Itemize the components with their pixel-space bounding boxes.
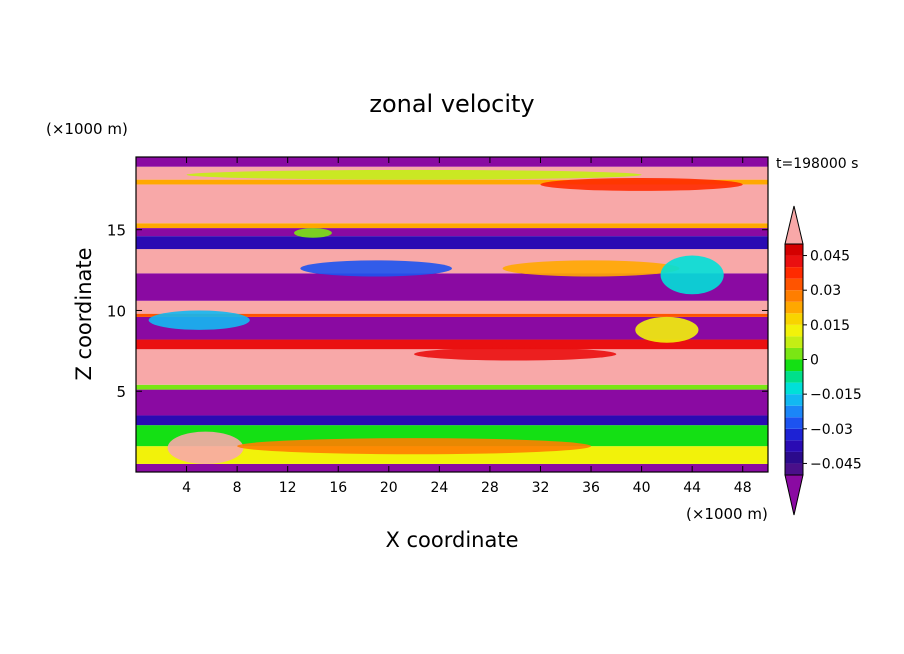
- colorbar-tick-label: 0: [810, 353, 819, 369]
- colorbar-segment-4: [785, 417, 803, 429]
- colorbar-over-arrow: [784, 205, 804, 245]
- colorbar: 0.045 0.03 0.015 0 −0.015 −0.03 −0.045: [784, 205, 862, 516]
- x-tick-label: 16: [329, 480, 347, 496]
- field-feature-10: [294, 228, 332, 238]
- colorbar-segment-18: [785, 255, 803, 268]
- x-tick-label: 8: [233, 480, 242, 496]
- field-band-10: [136, 300, 768, 314]
- field-band-4: [136, 389, 768, 416]
- colorbar-segment-6: [785, 394, 803, 406]
- time-label: t=198000 s: [776, 156, 858, 172]
- colorbar-segment-1: [785, 451, 803, 464]
- colorbar-tick-label: −0.045: [810, 456, 862, 472]
- x-tick-label: 36: [582, 480, 600, 496]
- field-band-7: [136, 339, 768, 350]
- y-axis-label: Z coordinate: [72, 247, 96, 380]
- field-band-14: [136, 228, 768, 237]
- colorbar-tick-label: 0.015: [810, 318, 850, 334]
- contour-field: [136, 157, 768, 472]
- x-tick-label: 44: [683, 480, 701, 496]
- field-feature-9: [186, 169, 642, 180]
- colorbar-segment-7: [785, 382, 803, 395]
- field-feature-6: [635, 316, 699, 343]
- x-tick-label: 40: [633, 480, 651, 496]
- y-axis: 5 10 15: [107, 222, 768, 401]
- field-band-17: [136, 179, 768, 185]
- colorbar-segment-14: [785, 301, 803, 314]
- x-tick-label: 12: [279, 480, 297, 496]
- y-unit-label: (×1000 m): [46, 120, 128, 138]
- colorbar-segment-17: [785, 267, 803, 279]
- field-feature-2: [300, 260, 452, 277]
- x-tick-label: 28: [481, 480, 499, 496]
- colorbar-segment-10: [785, 347, 803, 360]
- x-axis: 4 8 12 16 20 24 28 32 36 40 44 48: [182, 157, 752, 496]
- x-tick-label: 24: [430, 480, 448, 496]
- colorbar-segment-2: [785, 440, 803, 452]
- x-tick-label: 32: [532, 480, 550, 496]
- colorbar-segment-16: [785, 278, 803, 291]
- field-band-15: [136, 223, 768, 229]
- x-axis-label: X coordinate: [385, 528, 518, 552]
- colorbar-segment-19: [785, 244, 803, 256]
- field-feature-1: [237, 438, 592, 455]
- field-feature-0: [167, 431, 244, 464]
- colorbar-tick-label: −0.015: [810, 387, 862, 403]
- field-feature-5: [414, 347, 617, 361]
- field-band-0: [136, 463, 768, 472]
- colorbar-segment-5: [785, 405, 803, 418]
- field-band-16: [136, 184, 768, 224]
- chart-title: zonal velocity: [369, 90, 534, 118]
- field-band-3: [136, 415, 768, 426]
- field-feature-3: [502, 260, 680, 277]
- colorbar-segment-9: [785, 359, 803, 372]
- y-tick-label: 10: [107, 302, 126, 320]
- plot-frame: [135, 156, 769, 473]
- field-band-5: [136, 384, 768, 390]
- field-feature-4: [660, 255, 724, 295]
- colorbar-tick-label: −0.03: [810, 422, 853, 438]
- colorbar-under-arrow: [784, 474, 804, 516]
- x-tick-label: 48: [734, 480, 752, 496]
- colorbar-segment-0: [785, 463, 803, 475]
- x-tick-label: 20: [380, 480, 398, 496]
- field-band-19: [136, 157, 768, 167]
- field-band-13: [136, 236, 768, 250]
- field-band-8: [136, 316, 768, 340]
- field-feature-8: [540, 178, 743, 191]
- colorbar-segment-13: [785, 313, 803, 325]
- colorbar-segment-8: [785, 371, 803, 383]
- colorbar-segment-11: [785, 336, 803, 348]
- y-tick-label: 15: [107, 222, 126, 240]
- colorbar-tick-label: 0.045: [810, 249, 850, 265]
- x-tick-label: 4: [182, 480, 191, 496]
- y-tick-label: 5: [116, 383, 126, 401]
- field-band-9: [136, 313, 768, 317]
- colorbar-segment-15: [785, 290, 803, 302]
- x-unit-label: (×1000 m): [686, 505, 768, 523]
- colorbar-tick-label: 0.03: [810, 283, 841, 299]
- colorbar-segment-3: [785, 428, 803, 441]
- field-feature-7: [148, 310, 250, 330]
- colorbar-segment-12: [785, 324, 803, 337]
